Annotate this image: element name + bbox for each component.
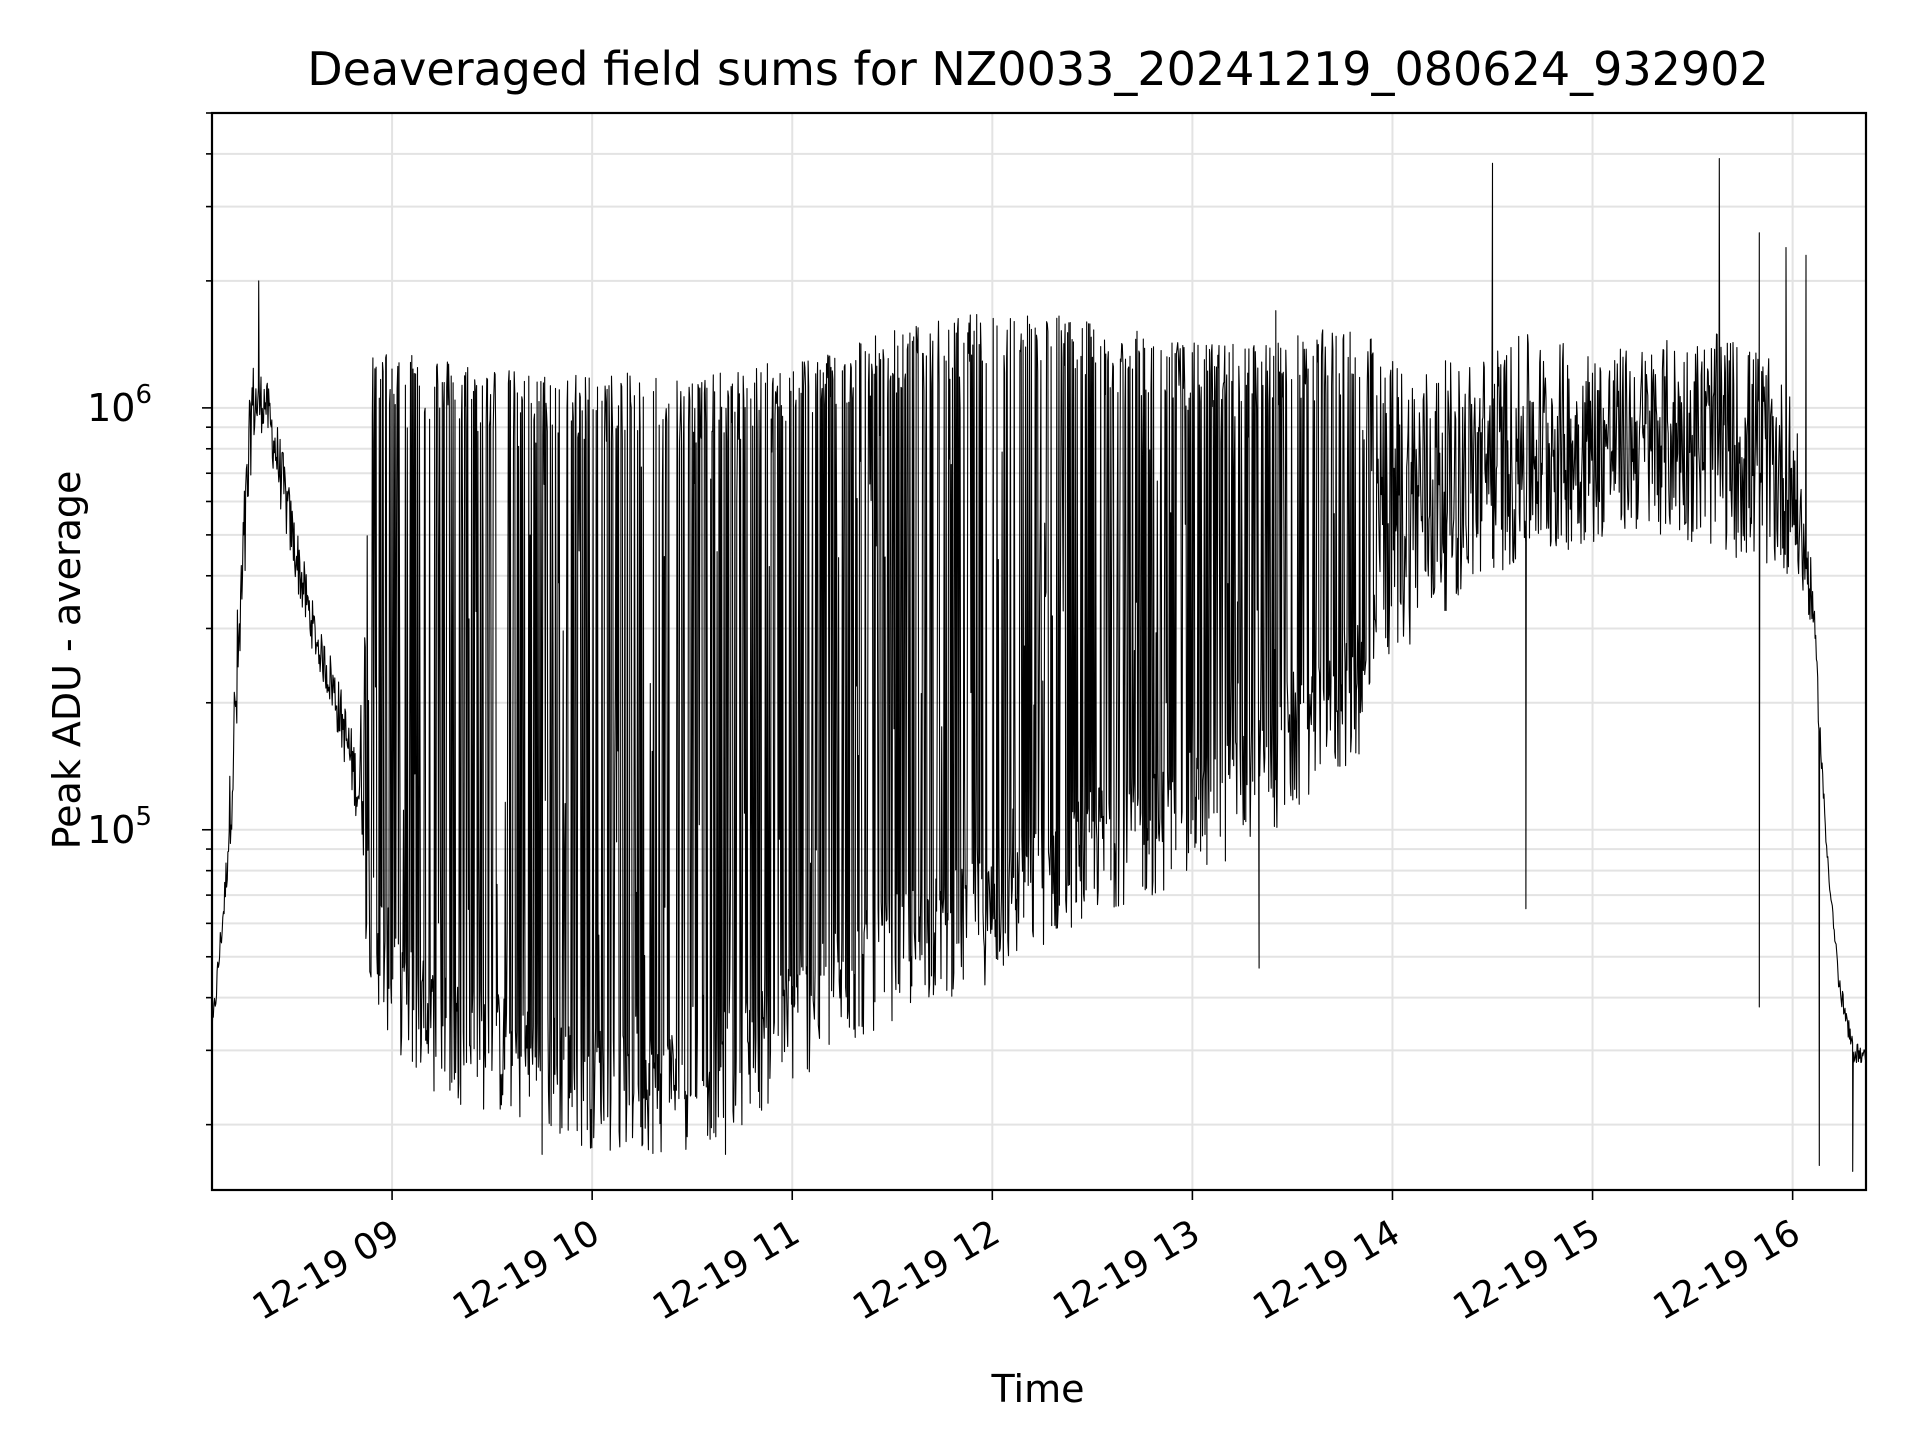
y-tick-base: 10 bbox=[87, 808, 135, 852]
chart-title: Deaveraged field sums for NZ0033_2024121… bbox=[307, 42, 1768, 96]
y-tick-base: 10 bbox=[87, 386, 135, 430]
y-tick-exponent: 5 bbox=[135, 802, 152, 832]
x-axis-label: Time bbox=[991, 1367, 1085, 1411]
y-tick-exponent: 6 bbox=[135, 380, 152, 410]
y-tick-label: 105 bbox=[87, 802, 152, 852]
y-axis-label: Peak ADU - average bbox=[45, 471, 89, 850]
plot-frame bbox=[210, 111, 1868, 1192]
series-line bbox=[211, 157, 1867, 1172]
y-tick-label: 106 bbox=[87, 380, 152, 430]
plot-area bbox=[211, 157, 1867, 1172]
